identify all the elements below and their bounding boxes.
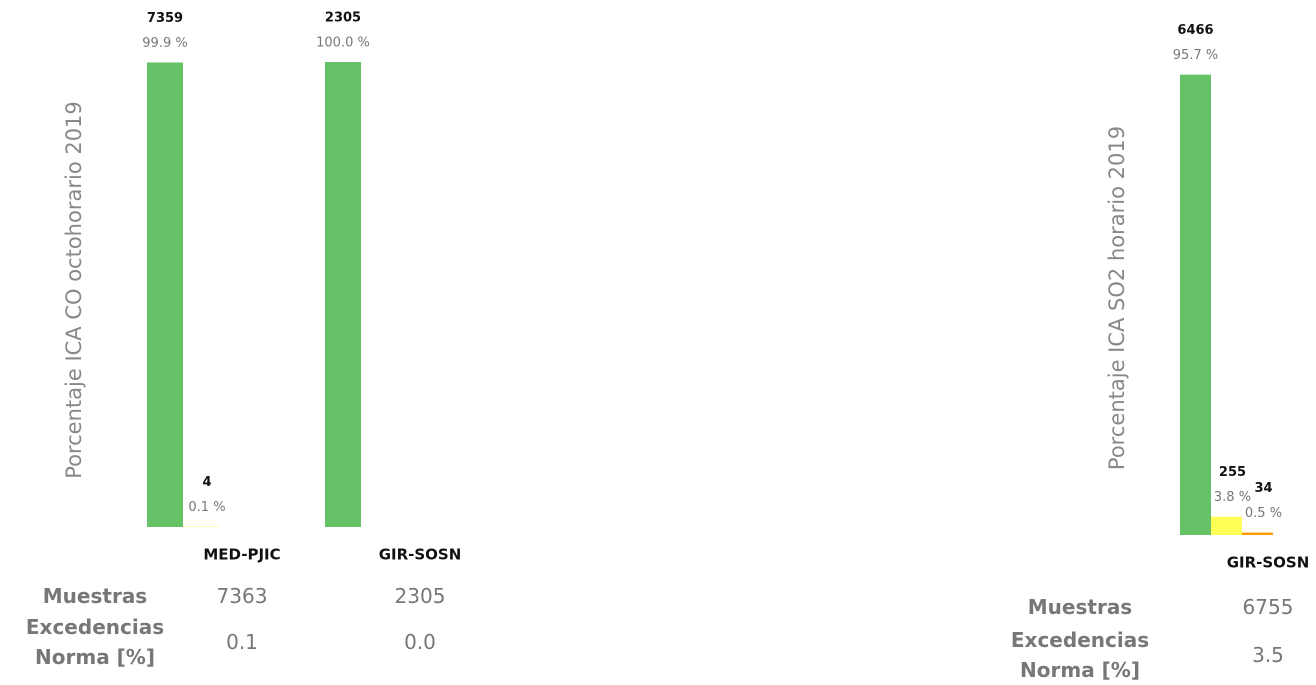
row-label: Excedencias Norma [%] xyxy=(995,625,1165,685)
table-cell: 3.5 xyxy=(1252,640,1284,670)
count-label: 4 xyxy=(202,475,211,490)
count-label: 255 xyxy=(1219,465,1246,480)
table-cell: 0.1 xyxy=(226,627,258,657)
bar xyxy=(147,62,183,527)
y-axis-label: Porcentaje ICA SO2 horario 2019 xyxy=(1105,126,1129,470)
percent-label: 0.1 % xyxy=(188,500,225,515)
x-tick-label: GIR-SOSN xyxy=(1227,554,1310,572)
count-label: 34 xyxy=(1254,481,1272,496)
x-tick-label: MED-PJIC xyxy=(203,546,280,564)
table-cell: 6755 xyxy=(1243,592,1294,622)
percent-label: 99.9 % xyxy=(142,36,187,51)
table-cell: 0.0 xyxy=(404,627,436,657)
count-label: 2305 xyxy=(325,11,361,26)
bar xyxy=(1180,75,1211,535)
count-label: 7359 xyxy=(147,11,183,26)
row-label: Muestras xyxy=(995,592,1165,622)
table-cell: 2305 xyxy=(395,581,446,611)
bar xyxy=(1211,517,1242,535)
percent-label: 3.8 % xyxy=(1214,490,1251,505)
row-label: Muestras xyxy=(10,581,180,611)
percent-label: 95.7 % xyxy=(1173,48,1218,63)
bar xyxy=(1242,533,1273,535)
percent-label: 0.5 % xyxy=(1245,506,1282,521)
percent-label: 100.0 % xyxy=(316,36,370,51)
row-label: Excedencias Norma [%] xyxy=(10,612,180,672)
count-label: 6466 xyxy=(1177,23,1213,38)
y-axis-label: Porcentaje ICA CO octohorario 2019 xyxy=(62,101,86,479)
bar xyxy=(325,62,361,527)
x-tick-label: GIR-SOSN xyxy=(379,546,462,564)
table-cell: 7363 xyxy=(217,581,268,611)
